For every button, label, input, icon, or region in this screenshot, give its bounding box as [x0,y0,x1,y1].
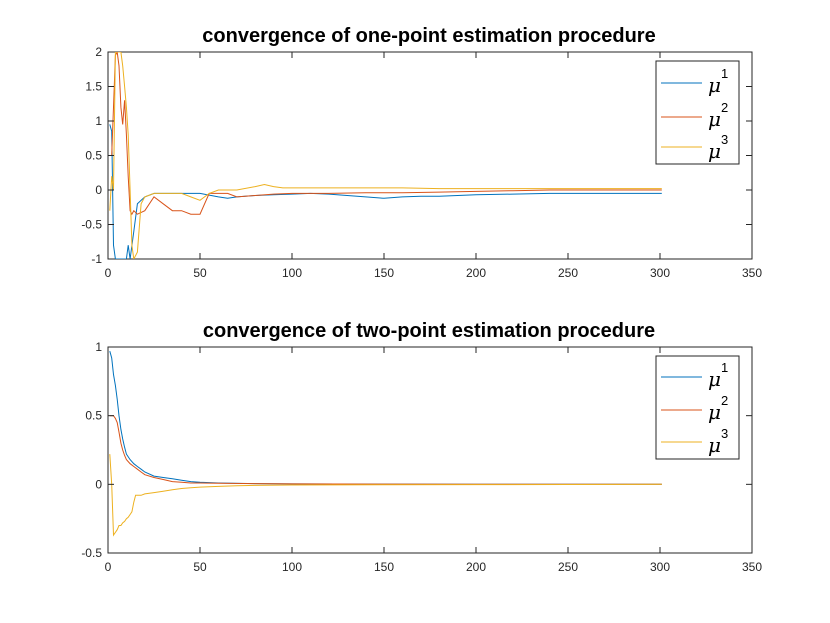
y-tick-label: -0.5 [81,546,102,560]
x-tick-label: 350 [742,266,762,280]
x-tick-label: 50 [193,560,207,574]
x-tick-label: 100 [282,560,302,574]
chart-title-2: convergence of two-point estimation proc… [203,320,655,342]
legend-symbol-1-3: μ [708,139,721,163]
x-tick-label: 200 [466,560,486,574]
x-tick-label: 150 [374,266,394,280]
series-line-2-mu2 [109,415,662,485]
y-tick-label: 0 [95,183,102,197]
plot-area-1 [107,51,753,260]
x-tick-label: 0 [105,266,112,280]
y-tick-label: 0.5 [85,149,102,163]
legend-label-2-1: μ1 [708,360,728,391]
legend-label-1-1: μ1 [708,66,728,97]
y-tick-label: 1 [95,114,102,128]
y-tick-label: 2 [95,45,102,59]
legend-symbol-1-2: μ [708,107,721,131]
legend-symbol-2-1: μ [708,367,721,391]
x-tick-label: 150 [374,560,394,574]
legend-sup-1-3: 3 [721,132,728,147]
x-tick-label: 300 [650,266,670,280]
series-line-1-mu2 [109,52,662,216]
y-tick-label: 1.5 [85,80,102,94]
legend-1: μ1 μ2 μ3 [655,60,740,165]
chart-panel-2: convergence of two-point estimation proc… [81,320,762,574]
legend-label-2-2: μ2 [708,393,728,424]
x-tick-label: 250 [558,560,578,574]
series-line-2-mu3 [109,454,662,537]
x-tick-label: 50 [193,266,207,280]
chart-panel-1: convergence of one-point estimation proc… [81,25,762,280]
y-tick-label: 0 [95,477,102,491]
x-tick-label: 100 [282,266,302,280]
series-line-1-mu3 [109,52,662,259]
series-line-1-mu1 [109,124,662,259]
axis-ticks-1: 0 50 100 150 200 250 300 350 -1 -0.5 0 0.5 1 1.5 2 [81,45,762,280]
y-tick-label: -1 [91,252,102,266]
legend-2: μ1 μ2 μ3 [655,355,740,460]
chart-title-1: convergence of one-point estimation proc… [202,25,655,47]
series-group-1 [109,52,662,259]
x-tick-label: 0 [105,560,112,574]
legend-sup-1-2: 2 [721,100,728,115]
x-tick-label: 200 [466,266,486,280]
legend-sup-2-2: 2 [721,393,728,408]
x-tick-label: 350 [742,560,762,574]
legend-label-1-2: μ2 [708,100,728,131]
legend-sup-2-3: 3 [721,426,728,441]
x-tick-label: 250 [558,266,578,280]
legend-symbol-2-3: μ [708,433,721,457]
axis-ticks-2: 0 50 100 150 200 250 300 350-0.500.51 [81,340,762,574]
y-tick-label: 1 [95,340,102,354]
y-tick-label: -0.5 [81,218,102,232]
legend-sup-2-1: 1 [721,360,728,375]
legend-symbol-1-1: μ [708,73,721,97]
legend-sup-1-1: 1 [721,66,728,81]
legend-label-2-3: μ3 [708,426,728,457]
series-group-2 [109,350,662,537]
y-tick-label: 0.5 [85,409,102,423]
x-tick-label: 300 [650,560,670,574]
legend-symbol-2-2: μ [708,400,721,424]
legend-label-1-3: μ3 [708,132,728,163]
plot-area-2 [107,346,753,554]
